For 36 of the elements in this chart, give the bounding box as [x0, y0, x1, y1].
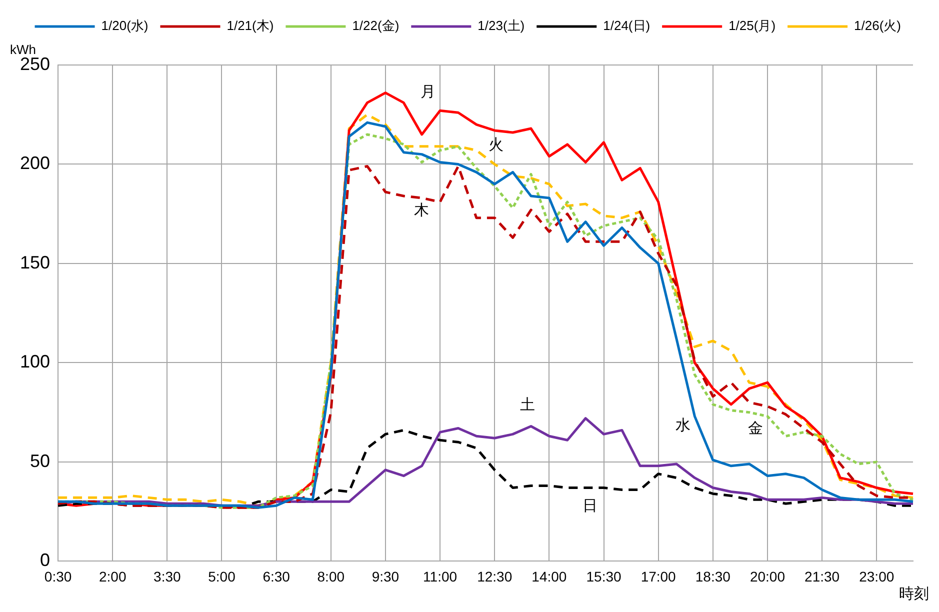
x-tick-label: 17:00 [640, 568, 676, 584]
x-tick-label: 8:00 [317, 568, 345, 584]
legend-label: 1/22(金) [352, 18, 400, 34]
legend-label: 1/24(日) [603, 18, 650, 34]
annotation: 木 [414, 202, 429, 220]
legend-label: 1/25(月) [728, 18, 776, 34]
annotation: 水 [676, 416, 691, 434]
annotation: 火 [488, 136, 504, 154]
annotation: 月 [420, 83, 436, 100]
y-tick-label: 0 [40, 550, 50, 570]
x-tick-label: 11:00 [423, 568, 458, 584]
x-tick-label: 23:00 [859, 568, 894, 584]
annotation: 金 [748, 420, 764, 437]
x-tick-label: 21:30 [804, 568, 840, 584]
y-tick-label: 150 [20, 252, 50, 272]
legend-label: 1/23(土) [478, 18, 525, 34]
y-tick-label: 50 [30, 450, 50, 471]
x-axis-title: 時刻 [899, 586, 929, 603]
x-tick-label: 0:30 [44, 568, 72, 584]
x-tick-label: 2:00 [98, 568, 126, 584]
x-tick-label: 12:30 [477, 568, 512, 584]
legend-label: 1/26(火) [854, 18, 902, 34]
x-tick-label: 5:00 [208, 568, 236, 584]
legend-label: 1/20(水) [101, 18, 148, 34]
x-tick-label: 18:30 [695, 568, 731, 584]
x-tick-label: 3:30 [154, 568, 182, 584]
y-tick-label: 100 [20, 352, 50, 372]
x-tick-label: 15:30 [586, 568, 622, 584]
annotation: 土 [520, 396, 535, 414]
annotation: 日 [582, 497, 598, 514]
legend-label: 1/21(木) [226, 18, 274, 34]
x-tick-label: 9:30 [372, 568, 400, 584]
y-tick-label: 200 [20, 153, 50, 174]
x-tick-label: 20:00 [750, 568, 786, 584]
x-tick-label: 14:00 [532, 568, 567, 584]
x-tick-label: 6:30 [262, 568, 290, 584]
